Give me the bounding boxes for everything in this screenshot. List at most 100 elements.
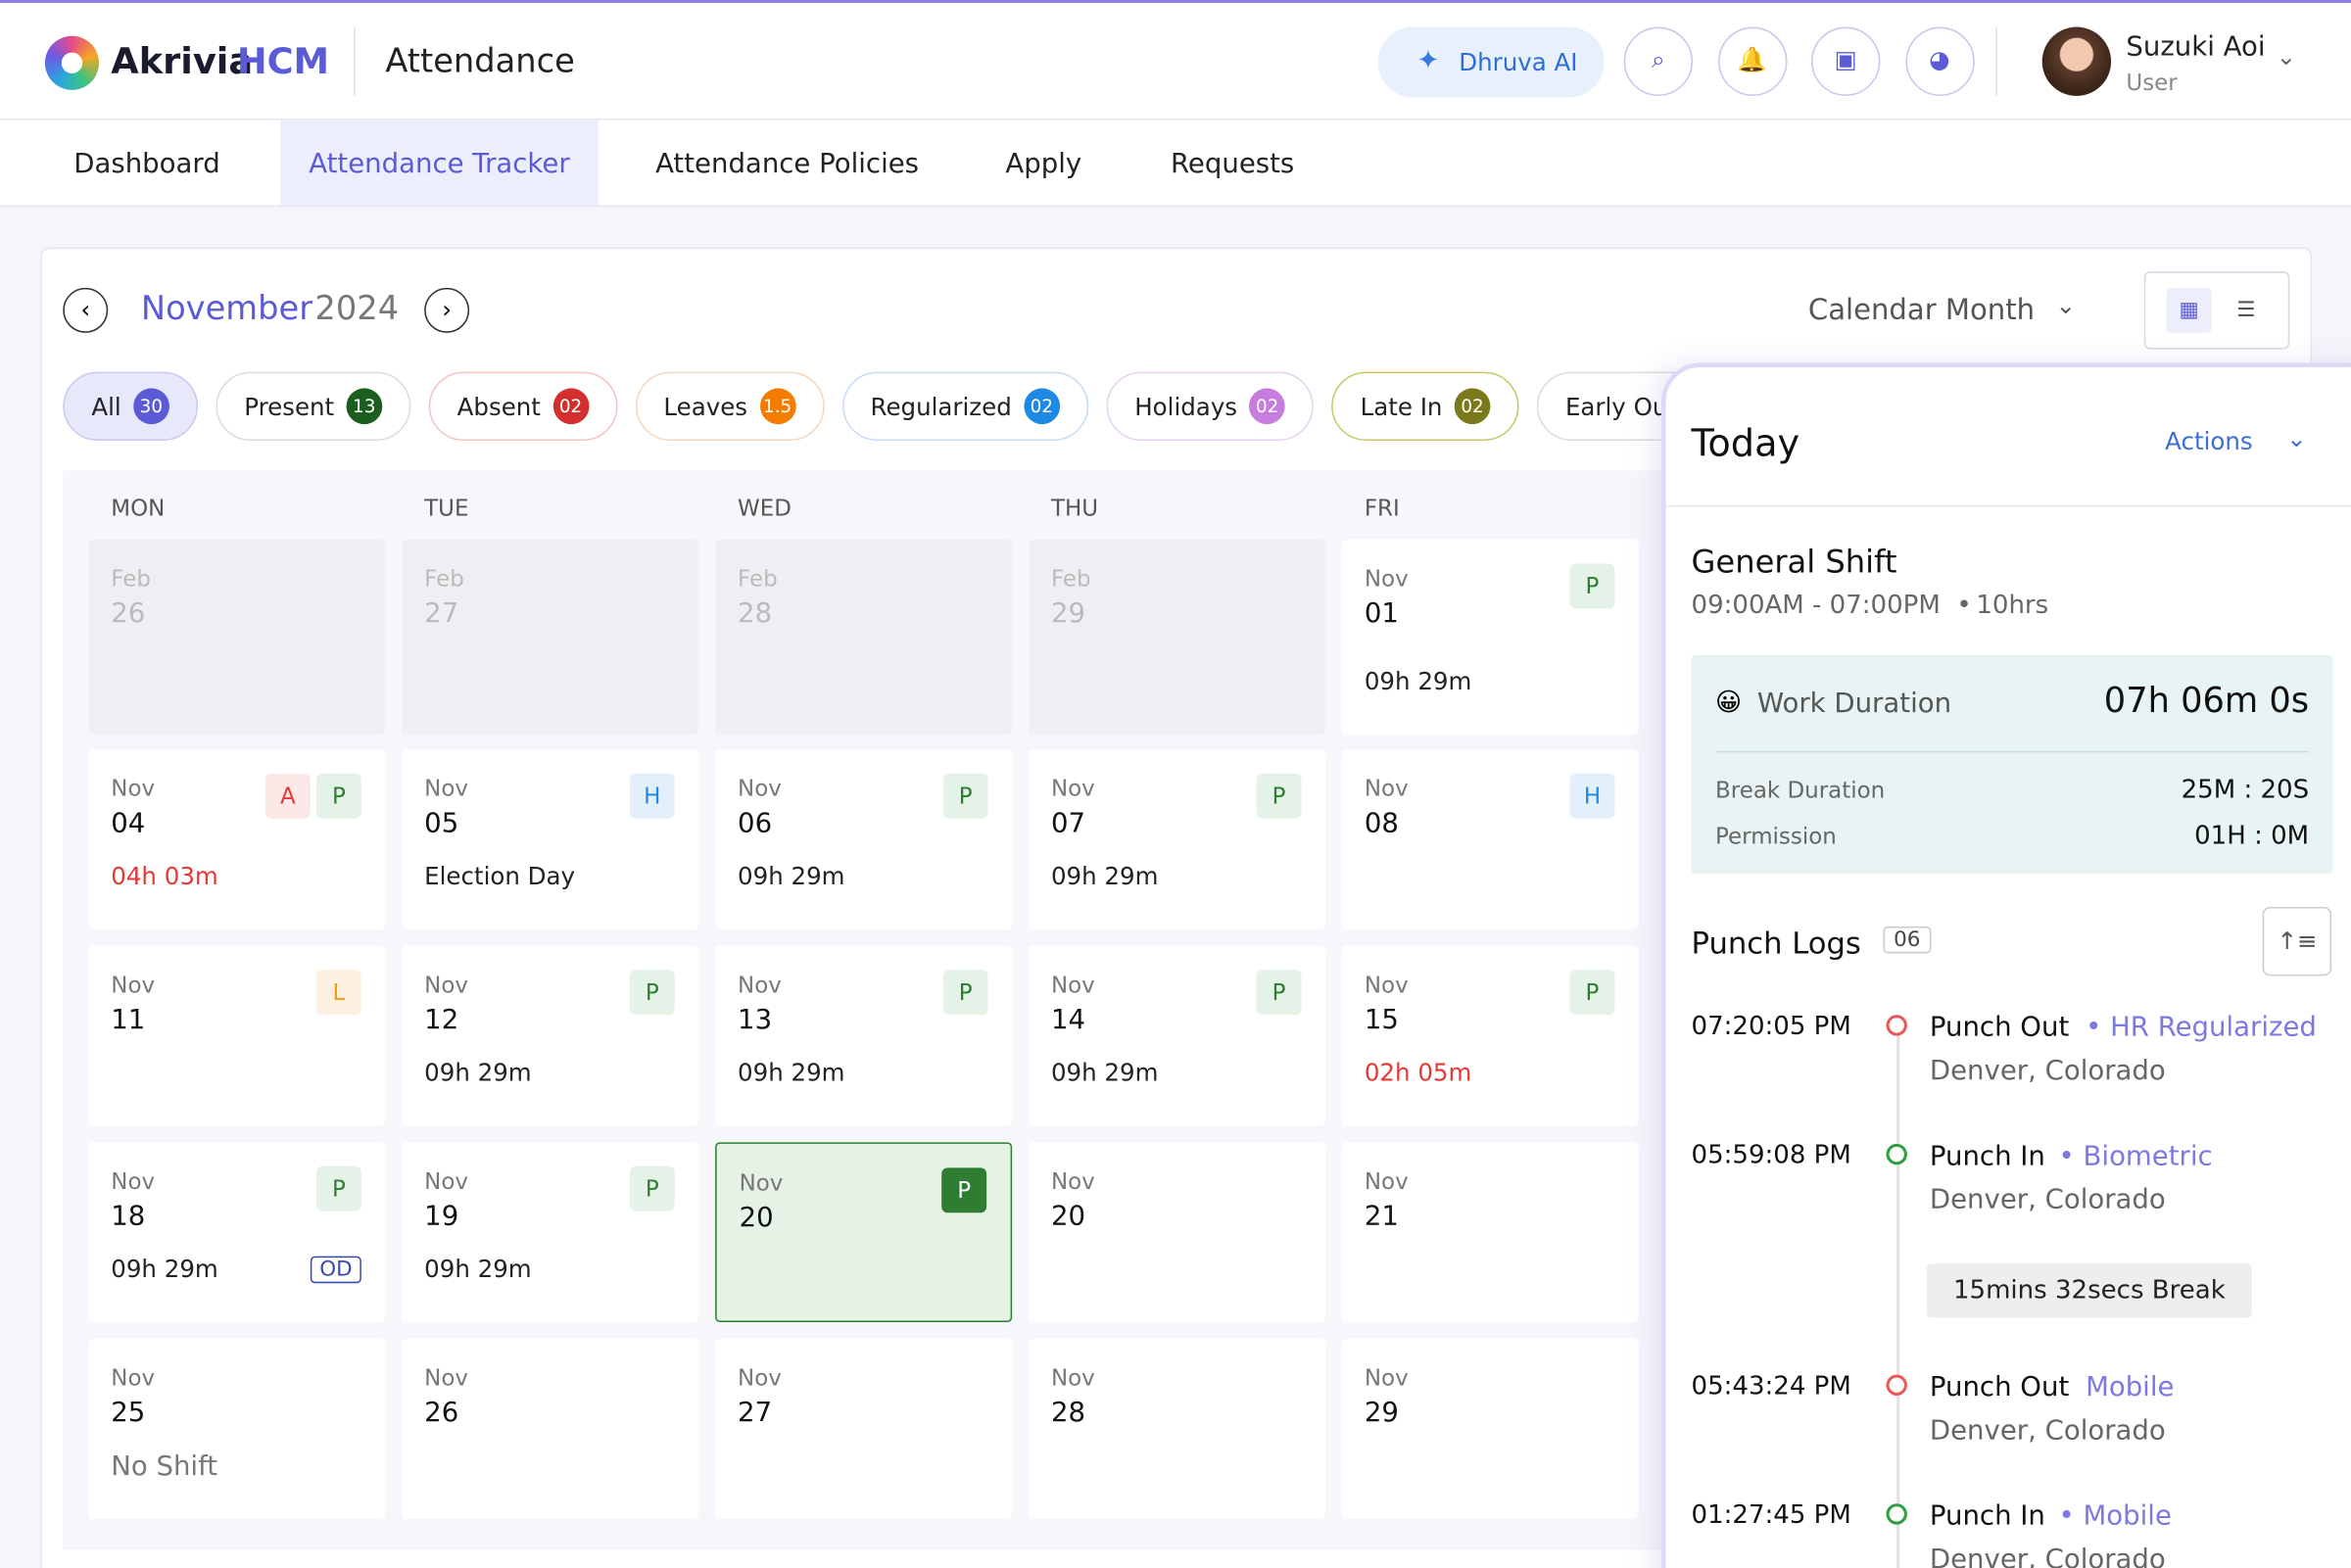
avatar[interactable]: [2041, 26, 2112, 96]
filter-count: 13: [346, 388, 383, 425]
status-badge: P: [1256, 773, 1302, 819]
filter-count: 30: [132, 388, 169, 425]
status-badge: P: [629, 1165, 675, 1212]
view-toggle[interactable]: ▦ ☰: [2143, 271, 2290, 350]
day-cell[interactable]: Nov 28: [1028, 1338, 1326, 1519]
status-badge: H: [1569, 773, 1615, 819]
tab[interactable]: Requests: [1142, 119, 1322, 205]
permission-label: Permission: [1715, 823, 1837, 850]
day-cell[interactable]: Feb 27: [402, 540, 699, 735]
day-cell[interactable]: Nov 13 P 09h 29m: [715, 945, 1013, 1126]
filter-chip[interactable]: Leaves 1.5: [635, 371, 825, 441]
day-number: 14: [1050, 1004, 1086, 1036]
tab[interactable]: Apply: [975, 119, 1113, 205]
day-month: Nov: [738, 971, 782, 999]
day-cell[interactable]: Nov 14 P 09h 29m: [1028, 945, 1326, 1126]
id-card-button[interactable]: ▣: [1810, 26, 1881, 96]
divider: [1995, 26, 1997, 96]
list-view[interactable]: ☰: [2236, 298, 2256, 323]
filter-chip[interactable]: Holidays 02: [1106, 371, 1315, 441]
day-cell[interactable]: Nov 20: [1028, 1142, 1326, 1322]
day-month: Nov: [738, 775, 782, 802]
day-cell[interactable]: Feb 29: [1028, 540, 1326, 735]
day-month: Nov: [1050, 1167, 1095, 1195]
day-month: Nov: [1364, 775, 1409, 802]
tab[interactable]: Attendance Policies: [630, 119, 944, 205]
ai-button[interactable]: ✦ Dhruva AI: [1377, 26, 1605, 98]
weekday: WED: [738, 495, 792, 522]
filter-chip[interactable]: Absent 02: [428, 371, 617, 441]
tab-bar: Dashboard Attendance Tracker Attendance Po…: [0, 119, 2351, 208]
day-cell[interactable]: Nov 27: [715, 1338, 1013, 1519]
log-time: 05:43:24 PM: [1691, 1371, 1851, 1402]
tab[interactable]: Attendance Tracker: [280, 119, 599, 206]
filter-chip[interactable]: Regularized 02: [841, 371, 1088, 441]
day-month: Nov: [111, 1363, 156, 1392]
day-month: Nov: [424, 775, 468, 802]
day-number: 27: [738, 1397, 773, 1429]
break-note: 15mins 32secs Break: [1926, 1263, 2252, 1318]
tab-label: Dashboard: [73, 148, 220, 180]
search-icon: ⌕: [1651, 44, 1665, 73]
day-number: 28: [1050, 1397, 1086, 1429]
day-cell[interactable]: Nov 06 P 09h 29m: [715, 749, 1013, 929]
day-number: 08: [1364, 807, 1399, 840]
year: 2024: [314, 290, 400, 329]
next-month[interactable]: ›: [424, 287, 470, 333]
filter-label: Late In: [1360, 392, 1443, 421]
day-cell[interactable]: Nov 18 P 09h 29m OD: [88, 1142, 386, 1322]
theme-button[interactable]: ◕: [1904, 26, 1975, 96]
day-cell[interactable]: Nov 05 H Election Day: [402, 749, 699, 929]
day-cell[interactable]: Nov 04 A P 04h 03m: [88, 749, 386, 929]
day-note: 09h 29m: [738, 1058, 845, 1087]
filter-chip[interactable]: Present 13: [216, 371, 411, 441]
sort-button[interactable]: ↑≡: [2262, 907, 2332, 976]
day-month: Nov: [1364, 1363, 1409, 1392]
log-time: 07:20:05 PM: [1691, 1012, 1851, 1042]
view-select[interactable]: Calendar Month: [1807, 293, 2036, 327]
day-cell[interactable]: Nov 19 P 09h 29m: [402, 1142, 699, 1322]
filter-label: Present: [244, 392, 335, 421]
weekday: MON: [111, 495, 166, 522]
notifications-button[interactable]: 🔔: [1717, 26, 1787, 96]
day-cell[interactable]: Nov 07 P 09h 29m: [1028, 749, 1326, 929]
day-number: 15: [1364, 1004, 1399, 1036]
search-button[interactable]: ⌕: [1623, 26, 1694, 96]
grid-view[interactable]: ▦: [2166, 287, 2212, 333]
day-cell[interactable]: Nov 25 No Shift: [88, 1338, 386, 1519]
day-cell[interactable]: Nov 29: [1341, 1338, 1639, 1519]
prev-month[interactable]: ‹: [63, 287, 109, 333]
day-cell[interactable]: Nov 11 L: [88, 945, 386, 1126]
day-cell[interactable]: Nov 08 H: [1341, 749, 1639, 929]
weekday: THU: [1050, 495, 1099, 522]
day-cell[interactable]: Nov 21: [1341, 1142, 1639, 1322]
day-cell[interactable]: Nov 26: [402, 1338, 699, 1519]
status-badge: P: [1569, 970, 1615, 1016]
tab[interactable]: Dashboard: [45, 119, 249, 205]
day-cell[interactable]: Nov 20 P: [715, 1142, 1013, 1322]
day-cell[interactable]: Nov 01 P 09h 29m: [1341, 540, 1639, 735]
day-number: 27: [424, 597, 459, 630]
log-time: 05:59:08 PM: [1691, 1140, 1851, 1171]
log-action: Punch In: [1929, 1500, 2045, 1533]
day-cell[interactable]: Feb 26: [88, 540, 386, 735]
user-menu-caret[interactable]: ⌄: [2276, 41, 2296, 71]
day-cell[interactable]: Feb 28: [715, 540, 1013, 735]
filter-chip[interactable]: Late In 02: [1331, 371, 1519, 441]
status-badge: P: [942, 773, 988, 819]
day-note: 09h 29m: [738, 862, 845, 891]
day-cell[interactable]: Nov 12 P 09h 29m: [402, 945, 699, 1126]
day-note: 02h 05m: [1364, 1058, 1472, 1087]
day-number: 07: [1050, 807, 1086, 840]
filter-chip[interactable]: All 30: [63, 371, 198, 441]
divider: [1715, 750, 2310, 753]
module-title: Attendance: [385, 43, 575, 81]
shift-hours: 10hrs: [1976, 591, 2049, 621]
day-cell[interactable]: Nov 15 P 02h 05m: [1341, 945, 1639, 1126]
work-label: Work Duration: [1756, 688, 1952, 720]
day-number: 21: [1364, 1201, 1399, 1233]
log-location: Denver, Colorado: [1929, 1544, 2166, 1568]
shift-name: General Shift: [1691, 544, 1897, 581]
actions-menu[interactable]: Actions: [2165, 427, 2253, 456]
